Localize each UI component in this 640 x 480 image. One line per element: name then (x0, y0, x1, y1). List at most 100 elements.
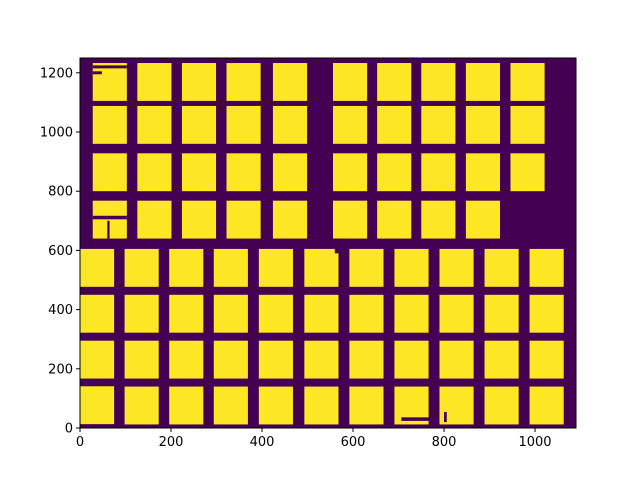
heatmap-cell (529, 340, 564, 379)
heatmap-cell (349, 294, 384, 333)
x-tick-label: 800 (432, 435, 457, 450)
heatmap-cell (124, 248, 159, 287)
heatmap-cell (304, 248, 339, 287)
heatmap-cell (349, 340, 384, 379)
heatmap-cell (465, 63, 501, 101)
heatmap-cell (272, 200, 308, 239)
heatmap-cell (349, 386, 384, 425)
heatmap-cell (377, 63, 412, 101)
heatmap-cell (258, 248, 293, 287)
heatmap-cell (439, 340, 474, 379)
heatmap-cell (181, 153, 217, 192)
heatmap-cell (226, 200, 261, 239)
heatmap-cell (349, 248, 384, 287)
heatmap-gap (444, 412, 447, 423)
heatmap-cell (80, 294, 115, 333)
heatmap-cell (333, 63, 368, 101)
heatmap-cell (213, 294, 248, 333)
y-tick-label: 1200 (40, 66, 73, 81)
heatmap-cell (226, 105, 261, 144)
heatmap-cell (137, 200, 172, 239)
heatmap-cell (465, 105, 501, 144)
heatmap-cell (421, 200, 456, 239)
heatmap-cell (213, 386, 248, 425)
heatmap-cell (304, 340, 339, 379)
x-axis: 0 200 400 600 800 1000 (76, 428, 552, 450)
heatmap-cell (124, 386, 159, 425)
heatmap-cell (304, 386, 339, 425)
heatmap-cell (258, 294, 293, 333)
heatmap-cell (80, 340, 115, 379)
heatmap-cell (92, 63, 127, 101)
heatmap-cell (137, 63, 172, 101)
heatmap-cell (465, 200, 501, 239)
heatmap-cell (439, 294, 474, 333)
heatmap-cell (421, 153, 456, 192)
heatmap-gap (92, 71, 102, 75)
heatmap-cell (484, 294, 519, 333)
heatmap-cell (92, 105, 127, 144)
x-tick-label: 400 (250, 435, 275, 450)
heatmap-cell (484, 386, 519, 425)
heatmap-cell (80, 386, 115, 425)
heatmap-gap (401, 417, 439, 421)
y-tick-label: 1000 (40, 126, 73, 141)
y-tick-label: 400 (48, 303, 73, 318)
heatmap-cell (484, 248, 519, 287)
heatmap-cell (529, 294, 564, 333)
heatmap-cell (169, 294, 204, 333)
heatmap-cell (333, 200, 368, 239)
heatmap-cell (169, 340, 204, 379)
x-tick-label: 200 (159, 435, 184, 450)
heatmap-cell (124, 294, 159, 333)
heatmap-cell (421, 63, 456, 101)
heatmap-cell (377, 153, 412, 192)
heatmap-cell (169, 248, 204, 287)
heatmap-cell (272, 63, 308, 101)
heatmap-cell (181, 105, 217, 144)
heatmap-cell (272, 105, 308, 144)
heatmap-gap (334, 238, 339, 254)
heatmap-cell (333, 153, 368, 192)
heatmap-cell (421, 105, 456, 144)
heatmap-cell (226, 63, 261, 101)
heatmap-cell (377, 200, 412, 239)
heatmap-cell (80, 248, 115, 287)
heatmap-cell (137, 105, 172, 144)
heatmap-cell (304, 294, 339, 333)
heatmap-cell (124, 340, 159, 379)
heatmap-cells (80, 63, 564, 425)
heatmap-cell (465, 153, 501, 192)
y-tick-label: 600 (48, 244, 73, 259)
y-axis: 0 200 400 600 800 1000 1200 (40, 66, 80, 437)
heatmap-cell (394, 248, 429, 287)
y-tick-label: 0 (65, 422, 73, 437)
heatmap-cell (272, 153, 308, 192)
heatmap-gap (107, 220, 110, 239)
heatmap-cell (92, 153, 127, 192)
heatmap-cell (226, 153, 261, 192)
heatmap-cell (258, 340, 293, 379)
heatmap-cell (529, 386, 564, 425)
heatmap-cell (529, 248, 564, 287)
heatmap-cell (394, 340, 429, 379)
heatmap-gap (92, 65, 127, 69)
heatmap-cell (169, 386, 204, 425)
heatmap-cell (213, 248, 248, 287)
x-tick-label: 1000 (518, 435, 551, 450)
heatmap-cell (510, 153, 545, 192)
heatmap-cell (258, 386, 293, 425)
heatmap-cell (181, 63, 217, 101)
heatmap-cell (439, 248, 474, 287)
heatmap-cell (484, 340, 519, 379)
y-tick-label: 200 (48, 362, 73, 377)
heatmap-gap (92, 215, 127, 220)
heatmap-cell (510, 63, 545, 101)
heatmap-cell (92, 200, 127, 239)
x-tick-label: 600 (341, 435, 366, 450)
heatmap-cell (333, 105, 368, 144)
heatmap-cell (137, 153, 172, 192)
heatmap-gaps (92, 65, 447, 423)
y-tick-label: 800 (48, 185, 73, 200)
